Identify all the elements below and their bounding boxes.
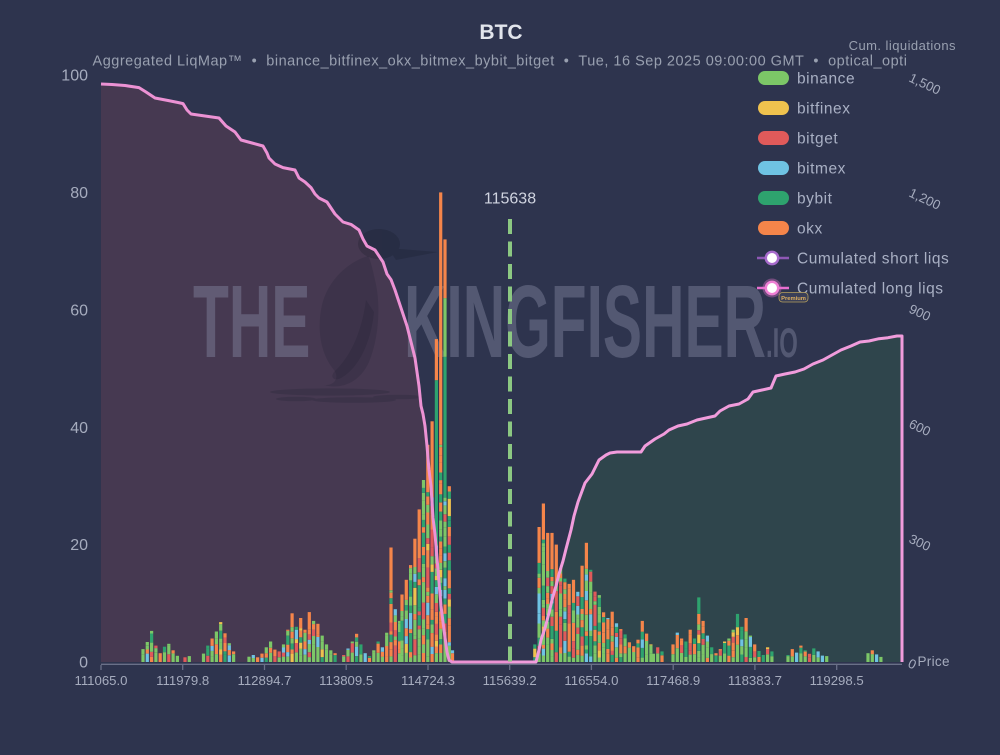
svg-text:KINGFISHER: KINGFISHER [404, 264, 766, 379]
svg-text:115639.2: 115639.2 [483, 673, 537, 688]
svg-text:bitmex: bitmex [797, 161, 846, 178]
svg-text:115638: 115638 [484, 191, 536, 208]
svg-text:0: 0 [79, 655, 88, 672]
svg-text:bitfinex: bitfinex [797, 101, 851, 118]
svg-text:bitget: bitget [797, 131, 838, 148]
svg-text:20: 20 [70, 537, 88, 554]
svg-text:Premium: Premium [781, 296, 806, 302]
svg-text:100: 100 [61, 68, 88, 85]
svg-text:Cum. liquidations: Cum. liquidations [849, 38, 956, 53]
svg-text:Cumulated short liqs: Cumulated short liqs [797, 251, 949, 268]
svg-text:117468.9: 117468.9 [646, 673, 700, 688]
svg-text:60: 60 [70, 302, 88, 319]
svg-text:119298.5: 119298.5 [810, 673, 864, 688]
svg-text:114724.3: 114724.3 [401, 673, 455, 688]
svg-text:binance: binance [797, 71, 855, 88]
svg-text:40: 40 [70, 420, 88, 437]
svg-text:113809.5: 113809.5 [319, 673, 373, 688]
svg-text:111979.8: 111979.8 [156, 673, 209, 688]
svg-text:Aggregated LiqMap™ • binance: Aggregated LiqMap™ • binance_bitfinex_ok… [93, 54, 908, 70]
svg-text:116554.0: 116554.0 [564, 673, 618, 688]
svg-text:118383.7: 118383.7 [728, 673, 782, 688]
svg-text:112894.7: 112894.7 [237, 673, 291, 688]
svg-text:.IO: .IO [766, 320, 798, 367]
svg-text:BTC: BTC [479, 21, 522, 44]
svg-text:THE: THE [193, 264, 310, 379]
svg-text:okx: okx [797, 221, 823, 238]
svg-text:Price: Price [918, 654, 950, 669]
svg-text:80: 80 [70, 185, 88, 202]
svg-text:bybit: bybit [797, 191, 833, 208]
svg-text:Cumulated long liqs: Cumulated long liqs [797, 281, 944, 298]
svg-text:111065.0: 111065.0 [74, 673, 127, 688]
